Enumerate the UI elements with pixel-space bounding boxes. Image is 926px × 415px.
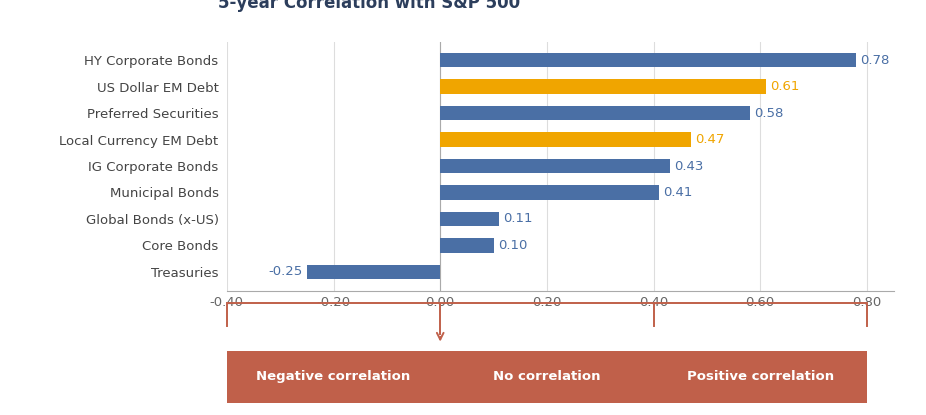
Text: Negative correlation: Negative correlation <box>257 370 410 383</box>
Text: -0.25: -0.25 <box>269 266 303 278</box>
Text: 0.78: 0.78 <box>860 54 890 66</box>
Bar <box>307 265 440 279</box>
Bar <box>440 159 669 173</box>
Bar <box>440 132 691 147</box>
Text: Positive correlation: Positive correlation <box>687 370 833 383</box>
Bar <box>440 212 499 226</box>
Bar <box>440 185 659 200</box>
Bar <box>440 238 494 253</box>
Text: 0.11: 0.11 <box>503 212 532 225</box>
Text: 0.10: 0.10 <box>498 239 527 252</box>
Text: 0.61: 0.61 <box>770 80 799 93</box>
Text: 0.41: 0.41 <box>663 186 693 199</box>
Text: No correlation: No correlation <box>494 370 601 383</box>
Text: 5-year Correlation with S&P 500: 5-year Correlation with S&P 500 <box>218 0 519 12</box>
Bar <box>440 79 766 94</box>
Bar <box>440 53 857 67</box>
FancyBboxPatch shape <box>227 351 867 403</box>
Text: 0.58: 0.58 <box>754 107 783 120</box>
Bar <box>440 106 749 120</box>
Text: 0.43: 0.43 <box>674 159 703 173</box>
Text: 0.47: 0.47 <box>695 133 724 146</box>
